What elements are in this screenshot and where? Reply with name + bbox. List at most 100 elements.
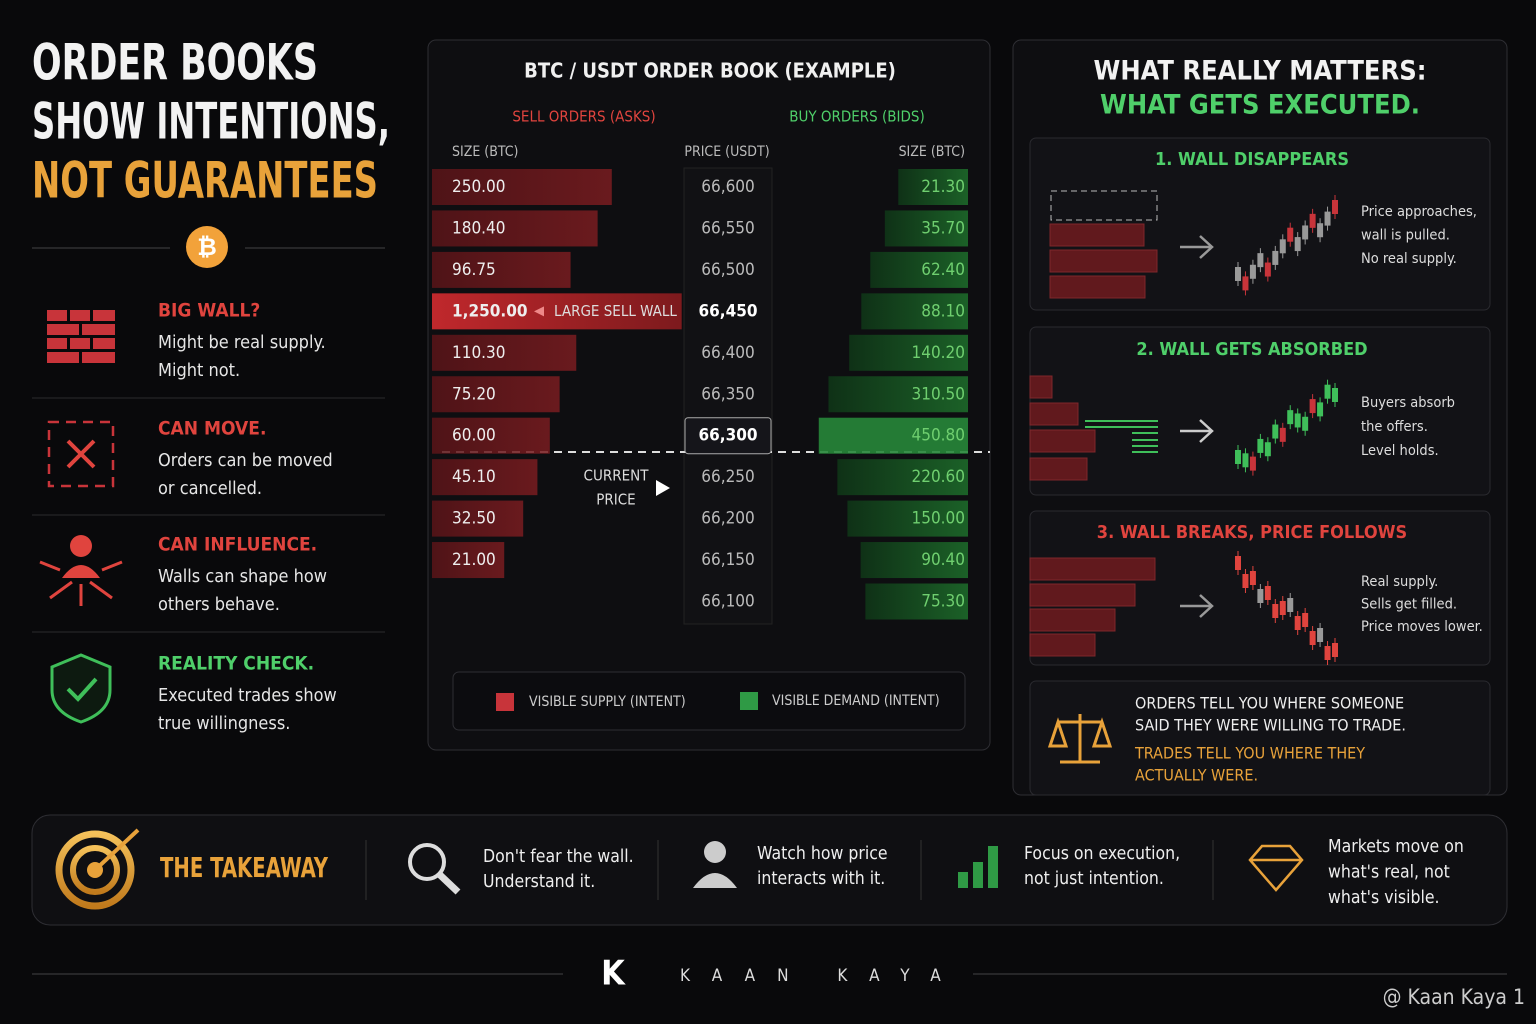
candle	[1257, 438, 1264, 453]
candle	[1302, 416, 1309, 431]
ask-bar	[432, 251, 571, 288]
scenario-text: Price approaches,	[1361, 204, 1477, 220]
bid-bar	[861, 293, 968, 330]
mini-wall	[1029, 429, 1096, 453]
ask-size: 60.00	[452, 426, 496, 446]
item-heading: CAN INFLUENCE.	[158, 534, 317, 556]
scenario-text: wall is pulled.	[1361, 228, 1450, 244]
candle	[1324, 646, 1331, 660]
takeaway-text: Markets move on	[1328, 837, 1464, 857]
wall-label: LARGE SELL WALL	[554, 302, 677, 320]
bid-size: 21.30	[921, 177, 965, 197]
bid-size: 310.50	[912, 384, 966, 404]
bid-size: 75.30	[921, 592, 965, 612]
candle	[1257, 589, 1264, 603]
asks-label: SELL ORDERS (ASKS)	[512, 108, 655, 126]
candle	[1249, 456, 1256, 471]
legend-label: VISIBLE SUPPLY (INTENT)	[529, 694, 686, 710]
price-column	[683, 167, 773, 625]
bid-bar	[884, 210, 968, 247]
scenario-text: Sells get filled.	[1361, 597, 1457, 613]
quote-highlight: TRADES TELL YOU WHERE THEY	[1134, 744, 1365, 763]
quote-text: SAID THEY WERE WILLING TO TRADE.	[1135, 716, 1406, 735]
price: 66,400	[701, 343, 755, 363]
candle	[1317, 402, 1324, 417]
candle	[1287, 598, 1294, 612]
takeaway-bar	[31, 814, 1508, 926]
price: 66,250	[701, 467, 755, 487]
current-price-label: PRICE	[596, 491, 635, 509]
candle	[1287, 410, 1294, 425]
ask-bar	[432, 542, 505, 579]
mini-wall	[1029, 583, 1136, 607]
ask-size: 180.40	[452, 218, 506, 238]
price: 66,500	[701, 260, 755, 280]
candle	[1317, 628, 1324, 642]
mini-wall	[1029, 557, 1156, 581]
bid-size: 62.40	[921, 260, 965, 280]
current-price-box	[684, 417, 772, 455]
ask-bar	[432, 210, 598, 247]
title: SHOW INTENTIONS,	[32, 93, 390, 151]
bid-bar	[870, 251, 968, 288]
takeaway-text: what's visible.	[1328, 888, 1440, 908]
takeaway-text: what's real, not	[1328, 863, 1450, 883]
candle	[1294, 237, 1301, 252]
candle	[1264, 442, 1271, 457]
candle	[1309, 631, 1316, 645]
ask-bar	[432, 417, 550, 454]
bid-size: 140.20	[912, 343, 966, 363]
scenario-text: Buyers absorb	[1361, 395, 1455, 411]
wall-pointer	[534, 306, 544, 317]
candle	[1272, 424, 1279, 439]
bid-bar	[818, 417, 968, 454]
decorations	[32, 190, 1507, 975]
scenario-text: Real supply.	[1361, 574, 1438, 590]
candle	[1249, 571, 1256, 585]
title-highlight: NOT GUARANTEES	[32, 152, 378, 210]
candle	[1294, 413, 1301, 428]
candle	[1264, 262, 1271, 277]
candle	[1242, 276, 1249, 291]
ask-bar	[432, 169, 612, 205]
candle	[1249, 264, 1256, 279]
logo: K	[601, 954, 626, 994]
legend-box	[452, 671, 966, 731]
candle	[1324, 211, 1331, 226]
bid-size: 150.00	[912, 509, 966, 529]
takeaway-label: THE TAKEAWAY	[160, 851, 329, 884]
takeaway-text: Don't fear the wall.	[483, 847, 634, 867]
title: ORDER BOOKS	[32, 34, 318, 92]
current-price-label: CURRENT	[584, 467, 650, 485]
bid-size: 220.60	[912, 467, 966, 487]
bid-size: 35.70	[921, 218, 965, 238]
bid-bar	[828, 376, 968, 413]
mini-wall	[1029, 402, 1079, 426]
item-text: or cancelled.	[158, 478, 262, 499]
item-text: true willingness.	[158, 713, 290, 734]
item-text: Walls can shape how	[158, 566, 327, 587]
item-heading: CAN MOVE.	[158, 418, 266, 440]
price: 66,600	[701, 177, 755, 197]
ask-size: 75.20	[452, 384, 496, 404]
scenario-text: Price moves lower.	[1361, 619, 1483, 635]
item-text: others behave.	[158, 594, 280, 615]
quote-box	[1029, 680, 1491, 796]
bid-size: 450.80	[912, 426, 966, 446]
mini-wall	[1029, 375, 1053, 399]
takeaway-text: Watch how price	[757, 844, 888, 864]
scenario-text: Level holds.	[1361, 443, 1439, 459]
bid-bar	[847, 500, 968, 537]
takeaway-text: not just intention.	[1024, 869, 1164, 889]
ask-bar	[432, 293, 682, 330]
panel-title: BTC / USDT ORDER BOOK (EXAMPLE)	[524, 59, 896, 83]
item-text: Executed trades show	[158, 685, 337, 706]
candle	[1242, 574, 1249, 588]
candle	[1294, 616, 1301, 630]
column-header: SIZE (BTC)	[452, 144, 518, 160]
price: 66,300	[698, 426, 757, 446]
price: 66,550	[701, 218, 755, 238]
ask-size: 45.10	[452, 467, 496, 487]
takeaway-text: interacts with it.	[757, 869, 885, 889]
mini-wall	[1029, 457, 1088, 481]
